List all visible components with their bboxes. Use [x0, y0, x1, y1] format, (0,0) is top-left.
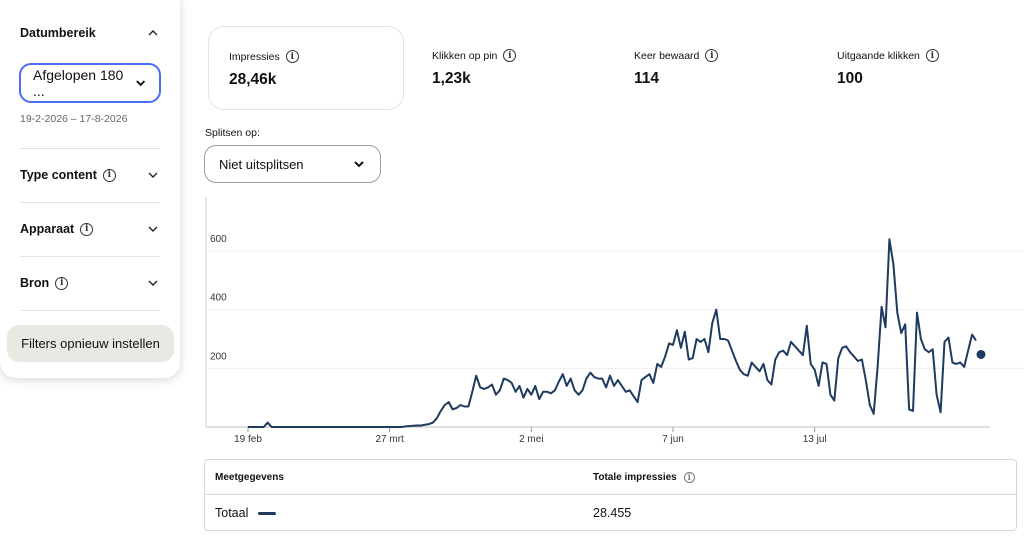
kpi-value: 1,23k [432, 70, 471, 87]
kpi-impressions[interactable]: Impressies i 28,46k [208, 26, 404, 110]
series-line-totaal [248, 238, 977, 428]
y-tick-label: 400 [210, 293, 227, 304]
x-tick-label: 27 mrt [375, 434, 404, 445]
date-range-title: Datumbereik [20, 26, 96, 40]
kpi-value: 114 [634, 70, 660, 87]
y-tick-label: 200 [210, 351, 227, 362]
series-end-marker [976, 349, 986, 359]
filter-section-source[interactable]: Bron i [20, 276, 160, 290]
x-tick-label: 2 mei [519, 434, 543, 445]
content-type-label: Type content [20, 168, 97, 182]
split-select[interactable]: Niet uitsplitsen [204, 145, 381, 183]
info-icon[interactable]: i [705, 49, 719, 62]
info-icon[interactable]: i [285, 50, 299, 63]
chevron-down-icon [354, 161, 364, 168]
row-label: Totaal [215, 506, 249, 520]
device-label: Apparaat [20, 222, 75, 236]
split-label: Splitsen op: [205, 127, 260, 139]
divider [20, 202, 160, 203]
chevron-up-icon[interactable] [146, 26, 160, 40]
kpi-value: 28,46k [229, 71, 277, 88]
source-label: Bron [20, 276, 50, 290]
info-icon[interactable]: i [102, 168, 116, 182]
impressions-chart: 200 400 600 19 feb 27 mrt 2 mei 7 jun 13 jul [205, 197, 1024, 445]
chevron-down-icon[interactable] [146, 276, 160, 290]
divider [20, 148, 160, 149]
date-range-value: Afgelopen 180 ... [33, 67, 124, 99]
info-icon[interactable]: i [55, 276, 69, 290]
row-value: 28.455 [593, 506, 632, 520]
reset-filters-button[interactable]: Filters opnieuw instellen [7, 325, 174, 362]
date-range-header[interactable]: Datumbereik [20, 26, 160, 40]
kpi-saves[interactable]: Keer bewaard i 114 [614, 26, 738, 110]
x-tick-label: 19 feb [234, 434, 262, 445]
info-icon[interactable]: i [683, 471, 695, 483]
kpi-label: Impressies [229, 50, 280, 63]
filter-panel: Datumbereik Afgelopen 180 ... 19-2-2026 … [0, 0, 180, 378]
date-range-dates: 19-2-2026 – 17-8-2026 [20, 113, 128, 125]
header-total-impressions: Totale impressies [593, 471, 677, 483]
chevron-down-icon [135, 80, 145, 87]
x-tick-label: 7 jun [662, 434, 684, 445]
date-range-select[interactable]: Afgelopen 180 ... [19, 63, 161, 103]
info-icon[interactable]: i [925, 49, 939, 62]
metrics-table: Meetgegevens Totale impressies i Totaal … [204, 459, 1017, 531]
table-header: Meetgegevens Totale impressies i [205, 460, 1016, 495]
kpi-outbound-clicks[interactable]: Uitgaande klikken i 100 [817, 26, 959, 110]
split-value: Niet uitsplitsen [219, 156, 304, 172]
kpi-label: Klikken op pin [432, 49, 498, 62]
series-legend-line [258, 511, 277, 515]
kpi-label: Uitgaande klikken [837, 49, 920, 62]
chevron-down-icon[interactable] [146, 222, 160, 236]
info-icon[interactable]: i [503, 49, 517, 62]
info-icon[interactable]: i [80, 222, 94, 236]
table-row: Totaal 28.455 [205, 495, 1016, 531]
filter-section-device[interactable]: Apparaat i [20, 222, 160, 236]
filter-section-content-type[interactable]: Type content i [20, 168, 160, 182]
x-tick-label: 13 jul [803, 434, 827, 445]
divider [20, 256, 160, 257]
y-tick-label: 600 [210, 234, 227, 245]
chevron-down-icon[interactable] [146, 168, 160, 182]
kpi-label: Keer bewaard [634, 49, 700, 62]
divider [20, 310, 160, 311]
header-metrics: Meetgegevens [215, 471, 284, 483]
kpi-pin-clicks[interactable]: Klikken op pin i 1,23k [412, 26, 536, 110]
kpi-value: 100 [837, 70, 863, 87]
